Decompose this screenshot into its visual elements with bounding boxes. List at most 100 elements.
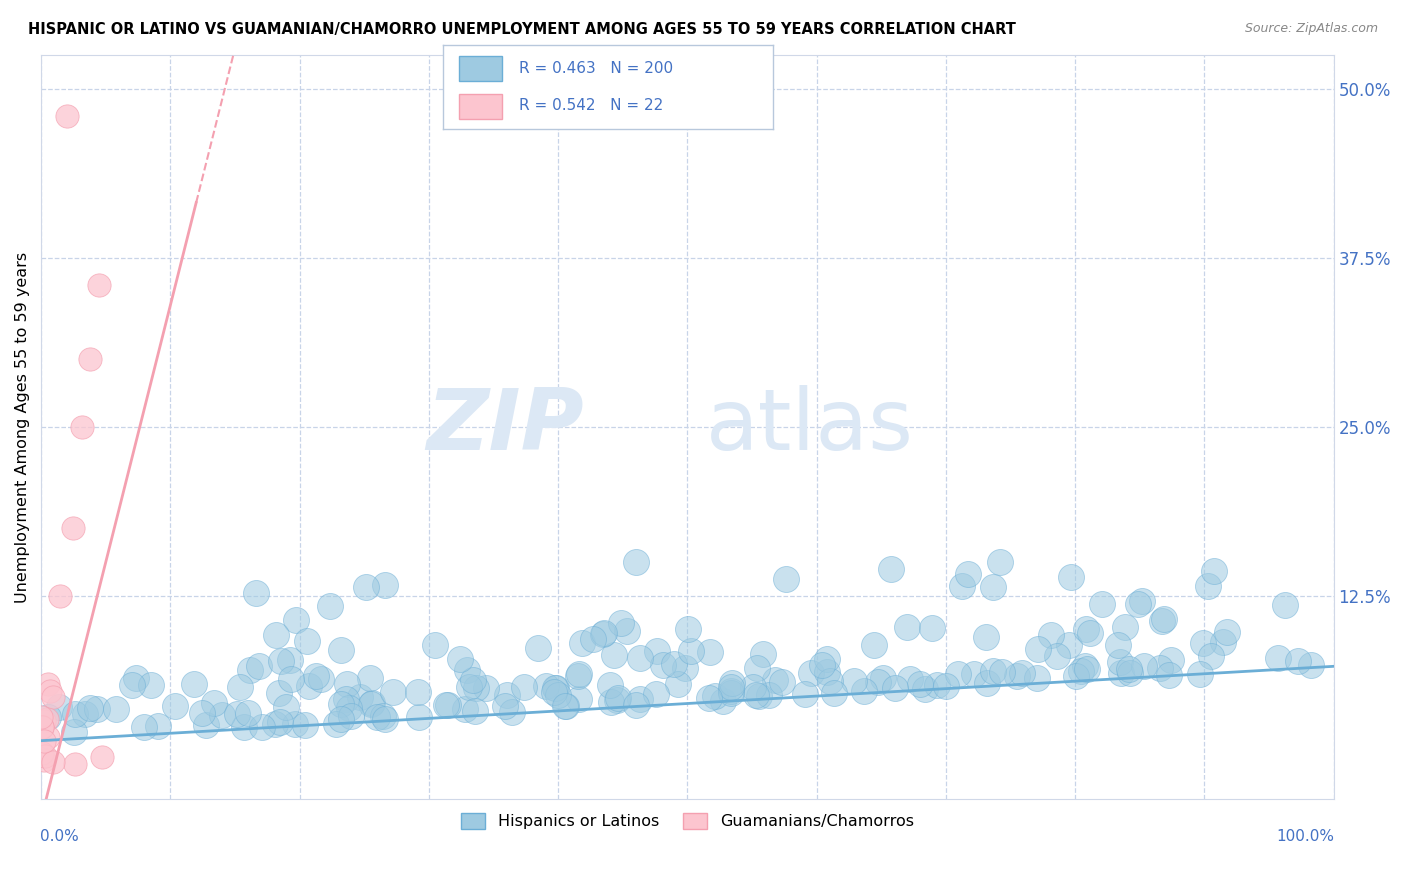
Point	[63, 707, 86, 722]
Point	[325, 716, 347, 731]
Point	[285, 613, 308, 627]
Point	[711, 694, 734, 708]
Point	[305, 669, 328, 683]
Point	[371, 708, 394, 723]
Point	[202, 696, 225, 710]
Point	[264, 716, 287, 731]
Point	[62, 521, 84, 535]
Point	[37, 710, 59, 724]
Point	[1026, 671, 1049, 685]
Point	[75, 706, 97, 721]
Point	[39, 683, 62, 698]
Point	[681, 644, 703, 658]
Y-axis label: Unemployment Among Ages 55 to 59 years: Unemployment Among Ages 55 to 59 years	[15, 252, 30, 603]
Point	[1198, 579, 1220, 593]
Point	[1074, 659, 1097, 673]
Point	[366, 709, 388, 723]
Point	[1080, 626, 1102, 640]
Point	[763, 673, 786, 688]
Point	[250, 721, 273, 735]
Point	[720, 680, 742, 694]
Point	[408, 710, 430, 724]
Point	[91, 750, 114, 764]
Point	[974, 630, 997, 644]
Point	[1040, 628, 1063, 642]
Point	[1091, 597, 1114, 611]
Point	[853, 683, 876, 698]
Point	[49, 589, 72, 603]
Point	[599, 678, 621, 692]
Point	[868, 675, 890, 690]
Point	[567, 669, 589, 683]
Point	[1130, 594, 1153, 608]
Point	[823, 686, 845, 700]
Point	[1216, 625, 1239, 640]
Point	[610, 616, 633, 631]
Point	[37, 712, 59, 726]
Point	[956, 567, 979, 582]
Point	[1286, 654, 1309, 668]
Point	[910, 677, 932, 691]
Point	[41, 755, 63, 769]
Point	[720, 675, 742, 690]
Point	[820, 674, 842, 689]
Point	[37, 677, 59, 691]
Text: HISPANIC OR LATINO VS GUAMANIAN/CHAMORRO UNEMPLOYMENT AMONG AGES 55 TO 59 YEARS : HISPANIC OR LATINO VS GUAMANIAN/CHAMORRO…	[28, 22, 1017, 37]
Point	[245, 586, 267, 600]
Point	[963, 666, 986, 681]
Point	[349, 690, 371, 704]
Point	[226, 706, 249, 721]
Point	[496, 689, 519, 703]
Point	[896, 620, 918, 634]
Point	[748, 689, 770, 703]
Point	[139, 678, 162, 692]
Point	[79, 701, 101, 715]
Point	[280, 672, 302, 686]
Point	[494, 699, 516, 714]
Point	[527, 641, 550, 656]
Point	[879, 561, 901, 575]
Text: R = 0.463   N = 200: R = 0.463 N = 200	[519, 61, 673, 76]
Point	[603, 648, 626, 662]
Point	[983, 664, 1005, 678]
Point	[1126, 598, 1149, 612]
Point	[236, 706, 259, 720]
Point	[568, 691, 591, 706]
Point	[900, 672, 922, 686]
Point	[543, 684, 565, 698]
Text: R = 0.542   N = 22: R = 0.542 N = 22	[519, 98, 664, 113]
Point	[191, 706, 214, 720]
Point	[449, 652, 471, 666]
Point	[1076, 662, 1098, 676]
Point	[89, 278, 111, 293]
Point	[1109, 656, 1132, 670]
Point	[1160, 653, 1182, 667]
Point	[274, 700, 297, 714]
Point	[1118, 662, 1140, 676]
Point	[239, 663, 262, 677]
Point	[329, 712, 352, 726]
Point	[652, 657, 675, 672]
Point	[628, 651, 651, 665]
Point	[1114, 620, 1136, 634]
Point	[284, 716, 307, 731]
Point	[456, 663, 478, 677]
Point	[163, 699, 186, 714]
Point	[1189, 666, 1212, 681]
Point	[1119, 666, 1142, 681]
Point	[815, 652, 838, 666]
Point	[988, 555, 1011, 569]
Point	[183, 677, 205, 691]
Point	[1076, 622, 1098, 636]
Point	[544, 681, 567, 696]
Point	[79, 352, 101, 367]
Point	[361, 697, 384, 711]
Point	[1199, 648, 1222, 663]
Point	[981, 580, 1004, 594]
Point	[883, 681, 905, 696]
Point	[1108, 638, 1130, 652]
Point	[1192, 636, 1215, 650]
Point	[599, 694, 621, 708]
Point	[1011, 665, 1033, 680]
Point	[356, 580, 378, 594]
